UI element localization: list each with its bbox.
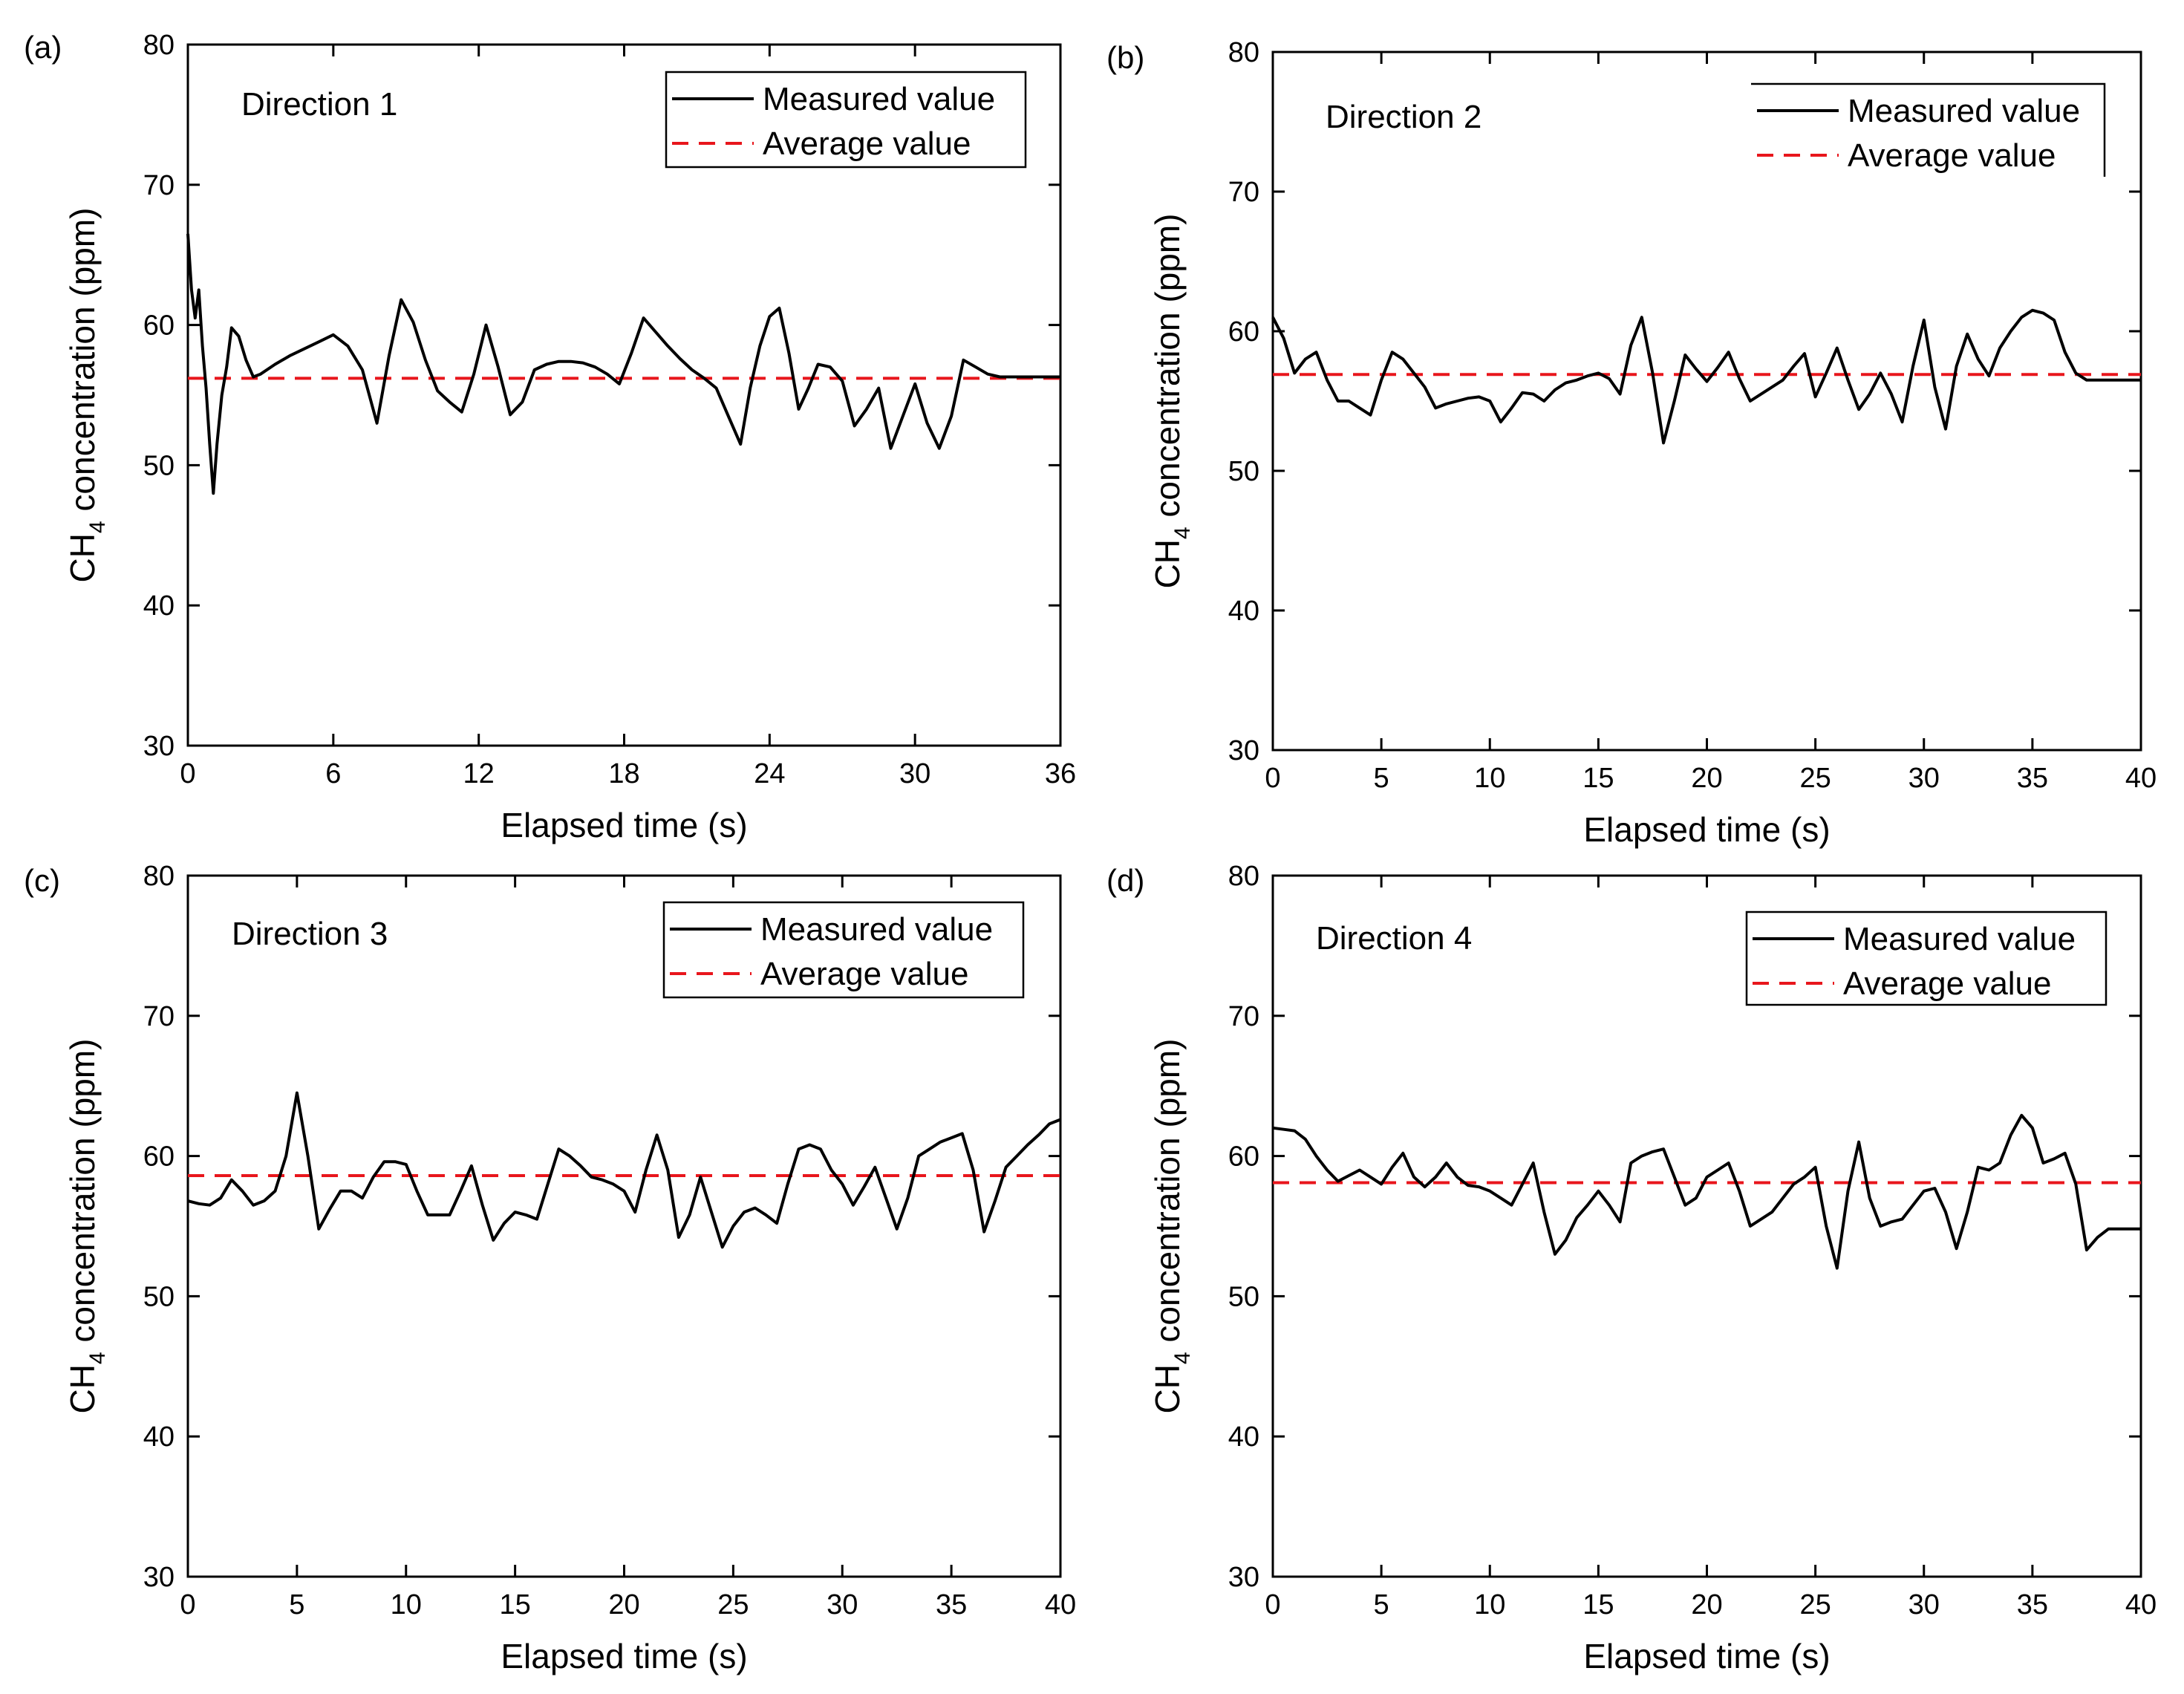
legend-box [1745,910,2108,1006]
y-tick-label: 50 [1228,456,1259,487]
x-tick-label: 12 [463,758,495,789]
chart-panel-1: 30 40 50 60 70 80 0 6 12 18 24 30 36 Elapsed time (s)… [24,30,1076,844]
x-tick-label: 5 [1374,763,1389,794]
x-tick-label: 0 [1265,763,1280,794]
x-tick-label: 0 [1265,1589,1280,1620]
y-tick-label: 30 [1228,735,1259,766]
legend-average-label: Average value [760,956,969,992]
panel-tag: (b) [1106,40,1144,75]
measured-series-line [1272,1113,2141,1270]
y-axis-label: CH4 concentration (ppm) [1148,1038,1195,1413]
x-tick-label: 30 [1908,1589,1940,1620]
y-tick-label: 50 [143,1281,175,1312]
y-tick-label: 40 [143,1421,175,1453]
chart-title: Direction 4 [1316,920,1472,957]
x-axis-label: Elapsed time (s) [1583,1637,1830,1675]
x-tick-label: 30 [899,758,930,789]
chart-title: Direction 1 [241,86,397,123]
x-tick-label: 0 [180,1589,195,1620]
chart-panel-2: 30 40 50 60 70 80 0 5 10 15 20 25 30 35 40 Elapsed time… [1106,37,2157,849]
chart-title: Direction 3 [232,916,388,952]
panel-tag: (a) [24,30,62,65]
x-tick-label: 15 [1582,763,1614,794]
y-tick-label: 60 [143,310,175,342]
x-axis-label: Elapsed time (s) [501,1637,747,1675]
x-tick-label: 6 [325,758,341,789]
y-tick-label: 40 [1228,596,1259,627]
chart-panel-4: 30 40 50 60 70 80 0 5 10 15 20 25 30 35 40 Elapsed time… [1106,861,2157,1675]
x-tick-label: 30 [827,1589,858,1620]
y-tick-label: 70 [1228,1001,1259,1032]
y-tick-label: 50 [143,450,175,481]
x-tick-label: 25 [1799,763,1831,794]
legend-box [662,901,1025,999]
x-tick-label: 35 [2017,763,2048,794]
x-tick-label: 15 [1582,1589,1614,1620]
x-tick-label: 30 [1908,763,1940,794]
measured-series-line [187,1091,1061,1249]
x-tick-label: 20 [1691,1589,1722,1620]
x-axis-label: Elapsed time (s) [1583,810,1830,849]
chart-panel-3: 30 40 50 60 70 80 0 5 10 15 20 25 30 35 40 Elapsed time… [24,861,1076,1675]
legend-box [665,71,1027,169]
x-tick-label: 10 [1474,763,1505,794]
x-tick-label: 25 [1799,1589,1831,1620]
x-tick-label: 25 [717,1589,749,1620]
measured-series-line [186,233,1060,495]
x-tick-label: 40 [1045,1589,1076,1620]
x-tick-label: 5 [289,1589,304,1620]
chart-title: Direction 2 [1326,99,1481,135]
legend-measured-label: Measured value [760,911,993,948]
y-tick-label: 80 [1228,861,1259,892]
y-tick-label: 60 [1228,316,1259,348]
legend-average-label: Average value [763,126,971,162]
y-tick-label: 70 [143,170,175,201]
x-tick-label: 40 [2125,763,2157,794]
x-tick-label: 40 [2125,1589,2157,1620]
x-tick-label: 5 [1374,1589,1389,1620]
x-tick-label: 0 [180,758,195,789]
legend-average-label: Average value [1843,965,2052,1002]
measured-series-line [1271,308,2141,445]
y-axis-label: CH4 concentration (ppm) [63,207,110,582]
legend-box [1751,82,2106,177]
x-axis-label: Elapsed time (s) [501,806,747,844]
y-tick-label: 50 [1228,1281,1259,1312]
legend-measured-label: Measured value [763,81,995,117]
x-tick-label: 18 [608,758,639,789]
x-tick-label: 35 [936,1589,967,1620]
y-tick-label: 80 [143,861,175,892]
y-tick-label: 70 [143,1001,175,1032]
x-tick-label: 20 [1691,763,1722,794]
y-tick-label: 30 [143,1562,175,1593]
y-tick-label: 70 [1228,177,1259,208]
y-tick-label: 80 [1228,37,1259,68]
y-tick-label: 30 [143,731,175,762]
y-tick-label: 80 [143,30,175,61]
y-axis-label: CH4 concentration (ppm) [63,1038,110,1413]
y-tick-label: 60 [1228,1141,1259,1173]
panel-tag: (d) [1106,863,1144,898]
x-tick-label: 15 [499,1589,530,1620]
y-tick-label: 30 [1228,1562,1259,1593]
x-tick-label: 35 [2017,1589,2048,1620]
y-tick-label: 40 [143,590,175,622]
panel-tag: (c) [24,863,60,898]
legend-measured-label: Measured value [1843,921,2076,957]
y-tick-label: 40 [1228,1421,1259,1453]
legend-average-label: Average value [1848,137,2056,174]
x-tick-label: 10 [1474,1589,1505,1620]
y-axis-label: CH4 concentration (ppm) [1148,213,1195,588]
x-tick-label: 24 [754,758,785,789]
x-tick-label: 20 [608,1589,639,1620]
y-tick-label: 60 [143,1141,175,1173]
x-tick-label: 36 [1045,758,1076,789]
x-tick-label: 10 [391,1589,422,1620]
legend-measured-label: Measured value [1848,93,2080,129]
